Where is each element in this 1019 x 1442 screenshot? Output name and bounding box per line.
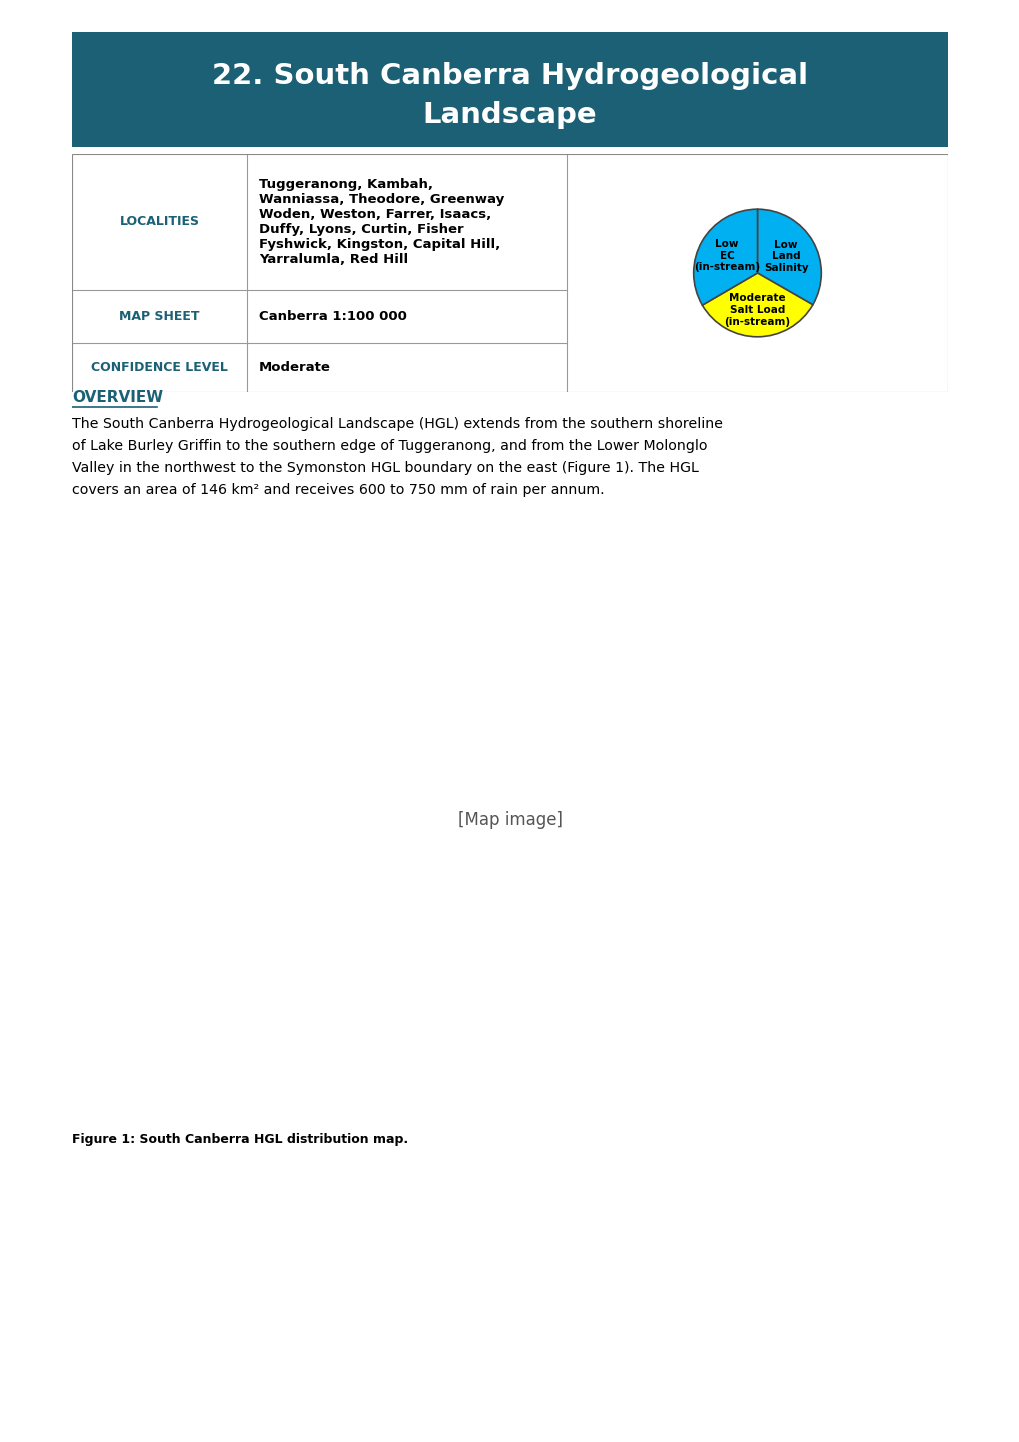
Wedge shape <box>693 209 757 306</box>
Text: 22. South Canberra Hydrogeological: 22. South Canberra Hydrogeological <box>212 62 807 89</box>
Text: Low
Land
Salinity: Low Land Salinity <box>763 239 808 273</box>
Text: MAP SHEET: MAP SHEET <box>119 310 200 323</box>
Text: covers an area of 146 km² and receives 600 to 750 mm of rain per annum.: covers an area of 146 km² and receives 6… <box>72 483 604 497</box>
Text: of Lake Burley Griffin to the southern edge of Tuggeranong, and from the Lower M: of Lake Burley Griffin to the southern e… <box>72 438 707 453</box>
Text: Landscape: Landscape <box>422 101 597 128</box>
Text: LOCALITIES: LOCALITIES <box>119 215 200 228</box>
Text: Moderate
Salt Load
(in-stream): Moderate Salt Load (in-stream) <box>723 293 790 326</box>
Text: Tuggeranong, Kambah,
Wanniassa, Theodore, Greenway
Woden, Weston, Farrer, Isaacs: Tuggeranong, Kambah, Wanniassa, Theodore… <box>259 177 503 265</box>
FancyBboxPatch shape <box>72 32 947 147</box>
Wedge shape <box>757 209 820 304</box>
Text: Figure 1: South Canberra HGL distribution map.: Figure 1: South Canberra HGL distributio… <box>72 1133 408 1146</box>
Text: CONFIDENCE LEVEL: CONFIDENCE LEVEL <box>91 360 227 373</box>
Text: OVERVIEW: OVERVIEW <box>72 389 163 405</box>
Text: Canberra 1:100 000: Canberra 1:100 000 <box>259 310 407 323</box>
Text: [Map image]: [Map image] <box>458 810 561 829</box>
Text: The South Canberra Hydrogeological Landscape (HGL) extends from the southern sho: The South Canberra Hydrogeological Lands… <box>72 417 722 431</box>
Text: Moderate: Moderate <box>259 360 330 373</box>
Text: Valley in the northwest to the Symonston HGL boundary on the east (Figure 1). Th: Valley in the northwest to the Symonston… <box>72 461 698 474</box>
Wedge shape <box>702 273 812 337</box>
Text: Low
EC
(in-stream): Low EC (in-stream) <box>693 239 759 273</box>
